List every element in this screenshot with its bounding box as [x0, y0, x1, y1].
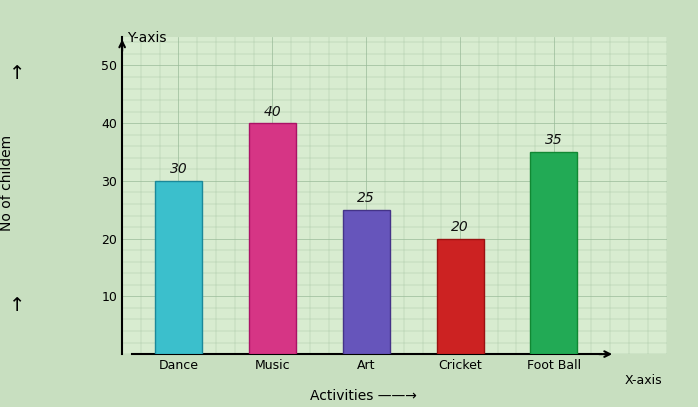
Text: No of childem: No of childem	[0, 135, 14, 231]
Bar	[249, 123, 296, 354]
Text: 35: 35	[545, 133, 563, 147]
Text: X-axis: X-axis	[624, 374, 662, 387]
Text: Activities ——→: Activities ——→	[309, 389, 417, 403]
Text: Y-axis: Y-axis	[127, 31, 166, 45]
Bar	[343, 210, 389, 354]
Text: 30: 30	[170, 162, 187, 176]
Text: 20: 20	[451, 220, 469, 234]
Bar	[530, 152, 577, 354]
Text: 25: 25	[357, 191, 375, 205]
Bar	[437, 239, 484, 354]
Text: ↑: ↑	[9, 296, 26, 315]
Text: 40: 40	[263, 105, 281, 118]
Bar	[155, 181, 202, 354]
Text: ↑: ↑	[9, 64, 26, 83]
